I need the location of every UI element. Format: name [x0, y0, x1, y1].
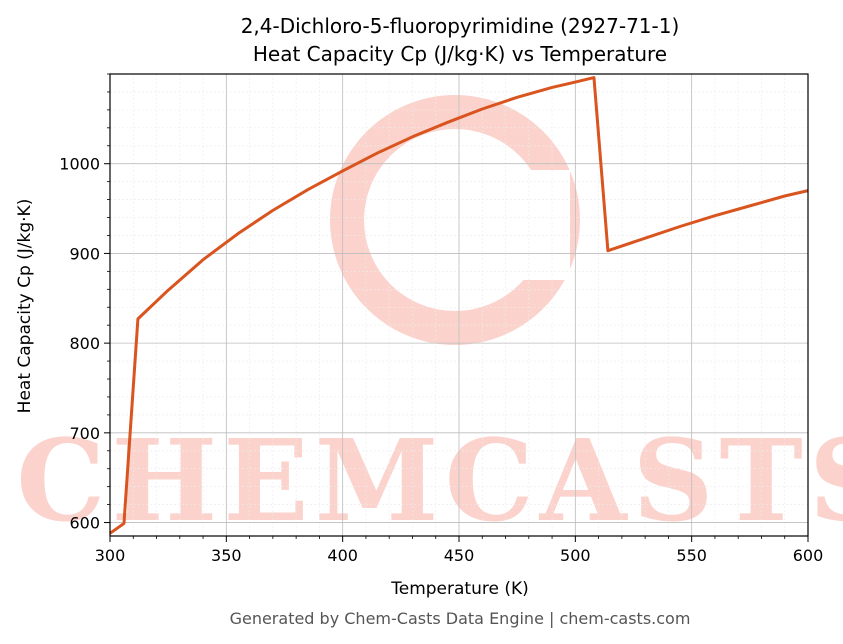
- y-tick-label: 1000: [59, 155, 100, 174]
- footer-credit: Generated by Chem-Casts Data Engine | ch…: [230, 609, 691, 628]
- y-axis-label: Heat Capacity Cp (J/kg·K): [15, 199, 35, 414]
- x-tick-label: 550: [676, 546, 707, 565]
- y-tick-label: 800: [69, 334, 100, 353]
- chart-title: 2,4-Dichloro-5-fluoropyrimidine (2927-71…: [241, 14, 680, 38]
- x-tick-label: 600: [793, 546, 824, 565]
- x-tick-label: 450: [444, 546, 475, 565]
- x-tick-label: 300: [95, 546, 126, 565]
- watermark-text: CHEMCASTS: [16, 416, 843, 547]
- chemcasts-watermark: CHEMCASTS: [16, 95, 843, 547]
- series-line-heat-capacity: [109, 76, 809, 535]
- y-tick-label: 900: [69, 244, 100, 263]
- y-axis-ticks: 600 700 800 900 1000: [59, 73, 110, 533]
- x-tick-label: 400: [327, 546, 358, 565]
- x-axis-ticks: 300 350 400 450 500 550 600: [95, 536, 824, 565]
- watermark-swirl-gap: [470, 170, 570, 280]
- y-tick-label: 600: [69, 514, 100, 533]
- x-axis-label: Temperature (K): [390, 579, 529, 599]
- major-grid: [109, 74, 809, 536]
- x-tick-label: 500: [560, 546, 591, 565]
- chart-subtitle: Heat Capacity Cp (J/kg·K) vs Temperature: [253, 42, 667, 66]
- x-tick-label: 350: [211, 546, 242, 565]
- y-tick-label: 700: [69, 424, 100, 443]
